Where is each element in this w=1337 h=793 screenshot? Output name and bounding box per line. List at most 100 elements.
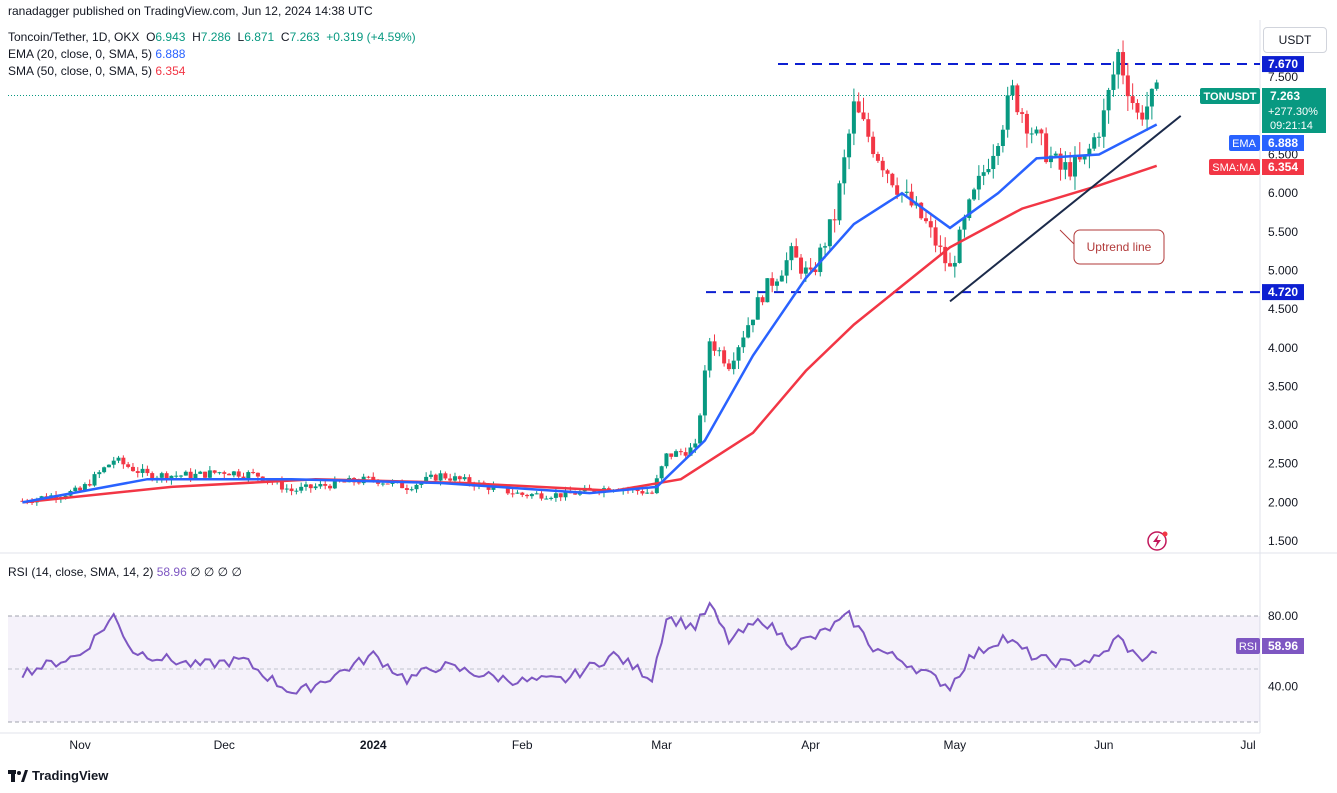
candle-body: [515, 492, 520, 494]
candle-body: [73, 487, 78, 492]
candle-body: [683, 452, 688, 456]
price-tick-label: 1.500: [1268, 534, 1298, 548]
candle-body: [847, 133, 852, 158]
candle-body: [130, 466, 135, 472]
candle-body: [794, 246, 799, 258]
rsi-tag-value-bg: [1262, 638, 1304, 654]
candle-body: [241, 476, 246, 479]
candle-body: [1048, 155, 1053, 163]
candle-body: [938, 245, 943, 247]
low-value: 6.871: [244, 30, 275, 44]
lightning-icon[interactable]: [1147, 531, 1168, 551]
candle-body: [308, 484, 313, 489]
time-tick-label: Nov: [69, 738, 90, 752]
candle-body: [837, 183, 842, 221]
candle-body: [808, 267, 813, 270]
candle-body: [212, 470, 217, 473]
candle-body: [698, 415, 703, 444]
candle-body: [404, 488, 409, 490]
candle-body: [1015, 85, 1020, 113]
low-label: L: [237, 30, 245, 44]
price-tick-label: 4.500: [1268, 302, 1298, 316]
rsi-line: [21, 601, 1158, 695]
candle-body: [433, 474, 438, 481]
candle-body: [981, 172, 986, 176]
sma-tag-label-bg: [1209, 159, 1260, 175]
candle-body: [313, 486, 318, 489]
candle-body: [760, 297, 765, 303]
footer-brand[interactable]: TradingView: [8, 768, 108, 783]
candle-body: [409, 489, 414, 491]
candle-body: [779, 275, 784, 282]
level-bottom-tag-text: 4.720: [1268, 285, 1298, 299]
candle-body: [799, 257, 804, 274]
sma-tag-label: SMA:MA: [1212, 162, 1256, 174]
candle-body: [400, 481, 405, 489]
level-top-tag: 7.670: [1262, 56, 1304, 73]
candle-body: [678, 451, 683, 453]
candle-body: [1044, 133, 1049, 163]
candle-body: [448, 478, 453, 481]
sma-legend: SMA (50, close, 0, SMA, 5) 6.354: [8, 64, 185, 78]
price-tick-label: 5.500: [1268, 225, 1298, 239]
candle-body: [1077, 154, 1082, 160]
candle-body: [1000, 129, 1005, 146]
candle-body: [207, 470, 212, 478]
candle-body: [770, 278, 775, 286]
symbol-legend: Toncoin/Tether, 1D, OKX O6.943 H7.286 L6…: [8, 30, 416, 44]
candle-body: [424, 476, 429, 482]
candle-body: [1125, 75, 1130, 97]
candle-body: [948, 263, 953, 267]
ticker-tag-text: TONUSDT: [1204, 91, 1257, 103]
candle-body: [957, 229, 962, 263]
rsi-tick-label: 80.00: [1268, 609, 1298, 623]
candle-body: [323, 484, 328, 486]
candle-body: [380, 483, 385, 485]
candle-body: [1130, 96, 1135, 104]
rsi-tick-label: 40.00: [1268, 680, 1298, 694]
candle-body: [318, 484, 323, 487]
uptrend-annotation[interactable]: Uptrend line: [1059, 229, 1165, 265]
level-top-tag-bg: [1262, 56, 1304, 73]
candle-body: [1029, 133, 1034, 135]
price-tick-label: 3.500: [1268, 379, 1298, 393]
candle-body: [558, 493, 563, 498]
candle-body: [803, 267, 808, 274]
candle-body: [356, 482, 361, 484]
candle-body: [106, 464, 111, 468]
open-value: 6.943: [155, 30, 186, 44]
sma-tag-value: 6.354: [1268, 160, 1298, 174]
level-top-tag-text: 7.670: [1268, 57, 1298, 71]
candle-body: [832, 219, 837, 221]
close-label: C: [280, 30, 290, 44]
candle-body: [1087, 148, 1092, 157]
level-bottom-tag: 4.720: [1262, 284, 1304, 301]
candle-body: [505, 487, 510, 494]
time-tick-label: Jul: [1240, 738, 1255, 752]
candle-body: [722, 350, 727, 364]
candle-body: [923, 218, 928, 222]
candle-body: [1097, 136, 1102, 138]
high-value: 7.286: [200, 30, 231, 44]
candle-body: [712, 341, 717, 351]
rsi-tag-value: 58.96: [1268, 639, 1298, 653]
candle-body: [789, 246, 794, 261]
candle-body: [231, 471, 236, 476]
currency-button[interactable]: USDT: [1263, 27, 1327, 53]
rsi-tag: RSI 58.96: [1236, 638, 1304, 654]
candle-body: [717, 350, 722, 352]
uptrend-line[interactable]: [949, 115, 1182, 303]
time-axis[interactable]: Nov Dec 2024 Feb Mar Apr May Jun Jul: [69, 738, 1255, 752]
candle-body: [203, 471, 208, 478]
annotation-pointer: [1059, 229, 1076, 246]
candle-body: [871, 136, 876, 155]
candle-body: [179, 475, 184, 477]
candle-body: [414, 484, 419, 490]
candle-body: [457, 476, 462, 480]
time-tick-label: May: [943, 738, 966, 752]
rsi-tag-label: RSI: [1239, 641, 1257, 653]
price-tick-label: 3.000: [1268, 418, 1298, 432]
countdown-text: 09:21:14: [1270, 120, 1313, 132]
ema-tag-value: 6.888: [1268, 136, 1298, 150]
